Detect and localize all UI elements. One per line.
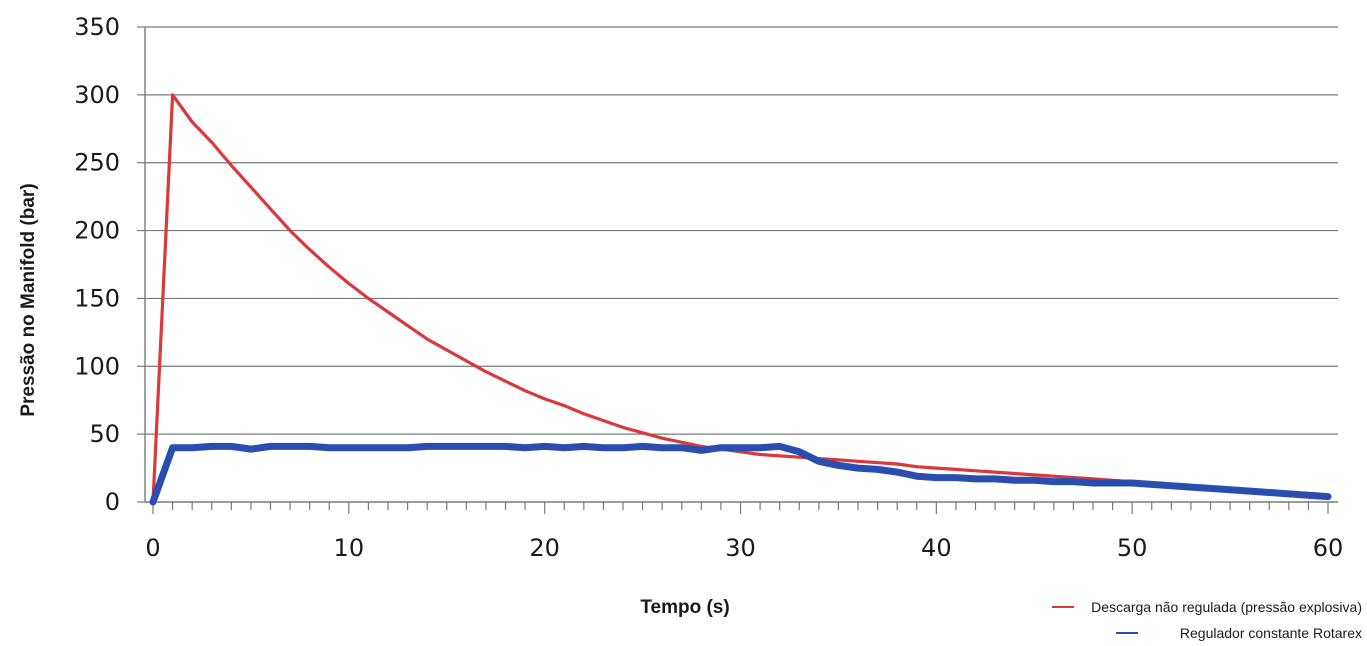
axes <box>137 26 1338 514</box>
y-tick-label-250: 250 <box>74 149 120 177</box>
x-tick-label-10: 10 <box>334 534 365 562</box>
x-axis-title: Tempo (s) <box>640 597 729 618</box>
x-tick-label-30: 30 <box>725 534 756 562</box>
y-axis-title: Pressão no Manifold (bar) <box>18 183 39 416</box>
y-tick-label-200: 200 <box>74 217 120 245</box>
y-tick-labels: 0 50 100 150 200 250 300 350 <box>74 13 120 516</box>
y-tick-label-350: 350 <box>74 13 120 41</box>
x-tick-label-50: 50 <box>1117 534 1148 562</box>
y-tick-label-0: 0 <box>105 488 120 516</box>
legend: Descarga não regulada (pressão explosiva… <box>1052 599 1362 641</box>
gridlines <box>145 26 1338 435</box>
x-tick-label-20: 20 <box>529 534 560 562</box>
x-tick-label-40: 40 <box>921 534 952 562</box>
x-tick-labels: 0 10 20 30 40 50 60 <box>145 534 1343 562</box>
y-tick-label-50: 50 <box>89 420 120 448</box>
y-tick-label-150: 150 <box>74 284 120 312</box>
legend-label-descarga: Descarga não regulada (pressão explosiva… <box>1091 599 1362 615</box>
legend-label-regulador: Regulador constante Rotarex <box>1180 625 1362 641</box>
x-tick-label-0: 0 <box>145 534 160 562</box>
x-tick-label-60: 60 <box>1313 534 1344 562</box>
y-tick-label-100: 100 <box>74 352 120 380</box>
series-line-regulador <box>149 442 1332 506</box>
series-lines <box>149 93 1332 506</box>
y-tick-label-300: 300 <box>74 81 120 109</box>
